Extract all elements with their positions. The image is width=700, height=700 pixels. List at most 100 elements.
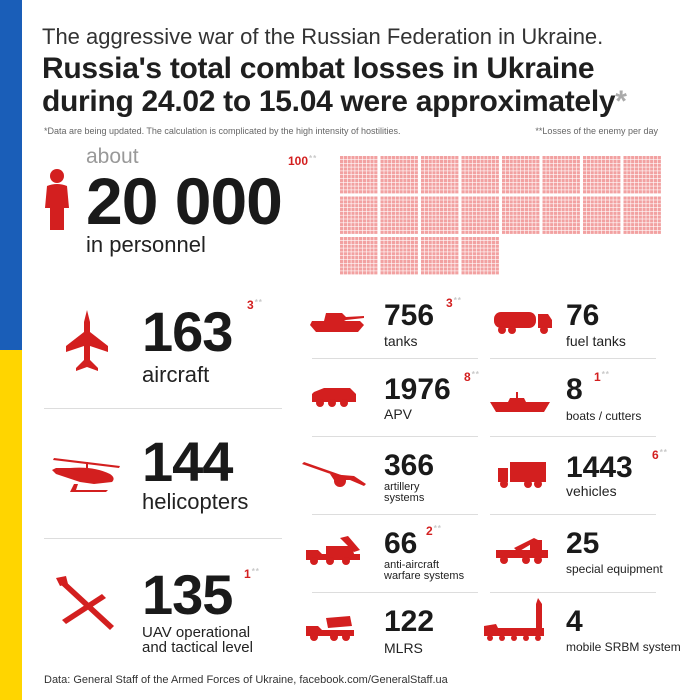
vehicles-label: vehicles xyxy=(566,483,617,499)
personnel-grid-block xyxy=(542,196,580,234)
anti-aircraft-label-line-2: warfare systems xyxy=(384,570,465,582)
divider xyxy=(312,358,478,359)
mlrs-label: MLRS xyxy=(384,640,423,656)
uav-label-line-2: and tactical level xyxy=(142,639,253,656)
apv-icon xyxy=(312,388,356,407)
subtitle: The aggressive war of the Russian Federa… xyxy=(42,24,604,49)
tanks-per-day-marker: ** xyxy=(453,296,462,305)
flag-stripe-blue xyxy=(0,0,22,350)
personnel-grid-block xyxy=(502,196,540,234)
personnel-grid-block xyxy=(340,156,378,194)
artillery-label-line-2: systems xyxy=(384,492,425,504)
artillery-icon xyxy=(302,462,366,487)
vehicles-per-day-marker: ** xyxy=(659,448,668,457)
personnel-grid-block xyxy=(542,156,580,194)
special-equipment-value: 25 xyxy=(566,527,600,560)
uav-per-day-marker: ** xyxy=(251,567,260,576)
aircraft-per-day: 3** xyxy=(247,298,263,312)
divider xyxy=(490,436,656,437)
fuel-truck-icon xyxy=(494,312,552,334)
apv-per-day-value: 8 xyxy=(464,370,471,384)
personnel-grid-block xyxy=(340,237,378,275)
source-footer: Data: General Staff of the Armed Forces … xyxy=(44,674,448,686)
boat-icon xyxy=(490,392,550,412)
tanks-per-day-value: 3 xyxy=(446,296,453,310)
page-title: Russia's total combat losses in Ukraine … xyxy=(42,52,627,118)
special-equipment-label: special equipment xyxy=(566,562,663,576)
apv-per-day-marker: ** xyxy=(471,370,480,379)
tanks-label: tanks xyxy=(384,333,418,349)
mlrs-icon xyxy=(306,616,354,641)
personnel-grid-block xyxy=(461,156,499,194)
crane-truck-icon xyxy=(496,538,548,564)
flag-stripe-yellow xyxy=(0,350,22,700)
fuel-tanks-label: fuel tanks xyxy=(566,333,626,349)
tank-icon xyxy=(310,313,364,332)
personnel-grid-block xyxy=(380,237,418,275)
srbm-label: mobile SRBM system xyxy=(566,640,681,654)
uav-value: 135 xyxy=(142,563,233,626)
personnel-grid-block xyxy=(421,156,459,194)
personnel-grid-block xyxy=(502,156,540,194)
personnel-grid-block xyxy=(421,237,459,275)
apv-value: 1976 xyxy=(384,373,451,406)
boats-per-day-value: 1 xyxy=(594,370,601,384)
fuel-tanks-value: 76 xyxy=(566,299,600,332)
artillery-value: 366 xyxy=(384,449,435,482)
personnel-grid-block xyxy=(583,156,621,194)
uav-per-day-value: 1 xyxy=(244,567,251,581)
personnel-grid-block xyxy=(421,196,459,234)
personnel-grid-block xyxy=(623,196,661,234)
aircraft-label: aircraft xyxy=(142,362,210,387)
missile-launcher-icon xyxy=(484,598,544,641)
personnel-grid-block xyxy=(380,196,418,234)
personnel-per-day-value: 100 xyxy=(288,154,309,168)
helicopters-value: 144 xyxy=(142,430,233,493)
title-line-2: during 24.02 to 15.04 were approximately… xyxy=(42,85,627,118)
fighter-jet-icon xyxy=(66,310,108,371)
vehicles-per-day: 6** xyxy=(652,448,668,462)
personnel-prefix: about xyxy=(86,145,139,168)
apv-label: APV xyxy=(384,406,413,422)
apv-per-day: 8** xyxy=(464,370,480,384)
person-icon xyxy=(45,169,69,230)
vehicles-value: 1443 xyxy=(566,451,633,484)
divider xyxy=(312,592,478,593)
uav-label-line-1: UAV operational xyxy=(142,624,251,641)
personnel-grid-block xyxy=(340,196,378,234)
anti-aircraft-value: 66 xyxy=(384,527,418,560)
divider xyxy=(44,408,282,409)
aircraft-per-day-marker: ** xyxy=(254,298,263,307)
divider xyxy=(490,514,656,515)
per-day-note: **Losses of the enemy per day xyxy=(535,126,658,136)
title-asterisk: * xyxy=(615,85,627,118)
drone-icon xyxy=(56,576,114,630)
personnel-grid-block xyxy=(380,156,418,194)
uav-per-day: 1** xyxy=(244,567,260,581)
anti-aircraft-per-day-value: 2 xyxy=(426,524,433,538)
aircraft-value: 163 xyxy=(142,300,233,363)
divider xyxy=(44,538,282,539)
personnel-label: in personnel xyxy=(86,232,206,257)
srbm-value: 4 xyxy=(566,605,583,638)
truck-icon xyxy=(498,462,546,488)
artillery-label-line-1: artillery xyxy=(384,481,420,493)
personnel-losses-grid xyxy=(340,156,661,275)
personnel-grid-block xyxy=(583,196,621,234)
boats-label: boats / cutters xyxy=(566,409,642,423)
tanks-value: 756 xyxy=(384,299,435,332)
divider xyxy=(312,514,478,515)
divider xyxy=(490,592,656,593)
mlrs-value: 122 xyxy=(384,605,435,638)
vehicles-per-day-value: 6 xyxy=(652,448,659,462)
anti-aircraft-icon xyxy=(306,536,360,565)
personnel-value: 20 000 xyxy=(86,164,283,238)
personnel-grid-block xyxy=(461,237,499,275)
personnel-grid-block xyxy=(623,156,661,194)
personnel-grid-block xyxy=(461,196,499,234)
title-line-2-text: during 24.02 to 15.04 were approximately xyxy=(42,85,616,118)
boats-value: 8 xyxy=(566,373,583,406)
data-update-note: *Data are being updated. The calculation… xyxy=(44,126,401,136)
title-line-1: Russia's total combat losses in Ukraine xyxy=(42,52,595,85)
divider xyxy=(490,358,656,359)
